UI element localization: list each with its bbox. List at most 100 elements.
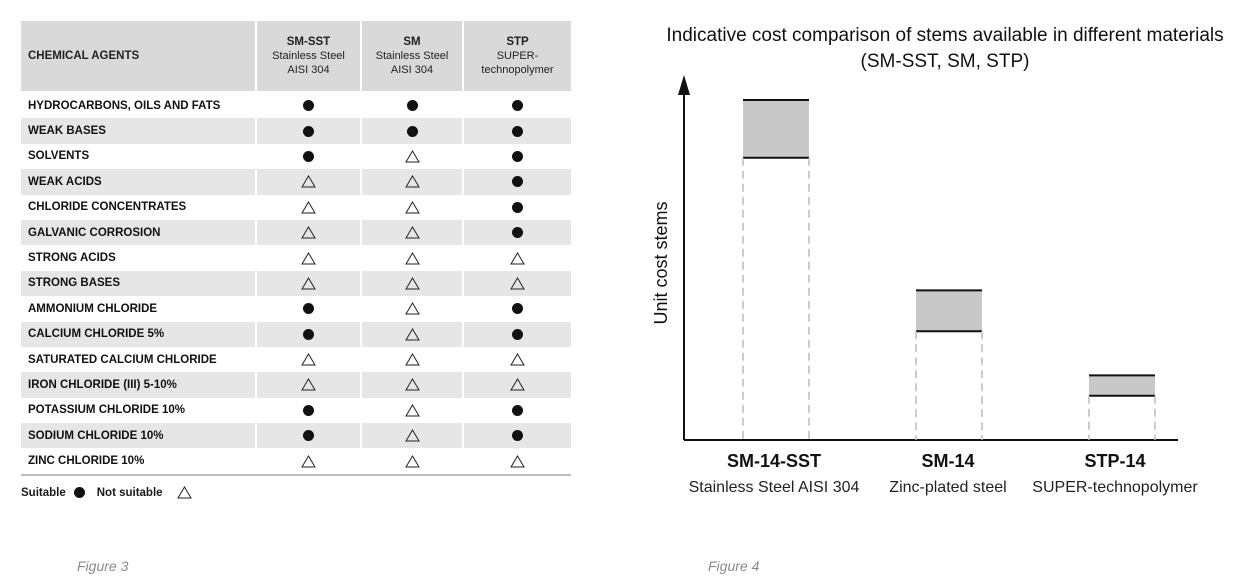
table-header-row: CHEMICAL AGENTS SM-SST Stainless Steel A… [21, 21, 571, 93]
resistance-cell [360, 296, 463, 322]
category-material-label: Stainless Steel AISI 304 [689, 479, 860, 496]
table-row: AMMONIUM CHLORIDE [21, 296, 571, 322]
resistance-cell [360, 448, 463, 476]
chemical-agent-cell: POTASSIUM CHLORIDE 10% [28, 404, 185, 417]
table-row: POTASSIUM CHLORIDE 10% [21, 397, 571, 424]
not-suitable-triangle-icon [510, 276, 525, 290]
resistance-cell [360, 219, 463, 246]
chemical-agent-cell: ZINC CHLORIDE 10% [21, 448, 256, 476]
table-row: HYDROCARBONS, OILS AND FATS [21, 92, 571, 119]
header-col-sm: SM Stainless Steel AISI 304 [360, 21, 463, 93]
table-row: STRONG BASES [21, 270, 571, 297]
resistance-cell [360, 372, 463, 398]
chemical-agent-cell: WEAK BASES [21, 118, 256, 144]
resistance-cell [255, 296, 361, 322]
suitable-dot-icon [303, 430, 314, 442]
cost-range-bar [743, 100, 809, 158]
resistance-cell [255, 169, 361, 195]
chemical-agent-cell: WEAK ACIDS [21, 169, 256, 195]
header-line2: AISI 304 [390, 64, 434, 76]
suitable-dot-icon [406, 125, 418, 137]
cost-comparison-chart: Indicative cost comparison of stems avai… [651, 25, 1224, 496]
resistance-cell [360, 346, 463, 373]
header-line1: Stainless Steel [272, 50, 345, 62]
chemical-agent-cell: CHLORIDE CONCENTRATES [28, 201, 187, 214]
resistance-cell [462, 118, 571, 144]
suitable-dot-icon [512, 150, 523, 162]
table-row: SOLVENTS [21, 143, 571, 170]
not-suitable-triangle-icon [404, 403, 420, 417]
suitable-dot-icon [406, 100, 418, 112]
resistance-cell [462, 448, 571, 476]
table-legend: Suitable Not suitable [21, 486, 192, 499]
resistance-cell [462, 194, 571, 220]
not-suitable-triangle-icon [301, 200, 316, 214]
not-suitable-triangle-icon [510, 251, 525, 265]
header-col-sm-sst: SM-SST Stainless Steel AISI 304 [255, 21, 361, 93]
table-row: WEAK BASES [21, 118, 571, 144]
header-code: SM-SST [286, 36, 331, 48]
category-material-label: SUPER-technopolymer [1032, 479, 1198, 496]
not-suitable-triangle-icon [404, 378, 420, 391]
chemical-agent-cell: CALCIUM CHLORIDE 5% [21, 321, 256, 347]
resistance-cell [360, 169, 463, 195]
suitable-dot-icon [512, 100, 523, 112]
resistance-cell [462, 219, 571, 246]
table-row: SATURATED CALCIUM CHLORIDE [21, 346, 571, 373]
resistance-cell [462, 92, 571, 119]
header-line2: AISI 304 [287, 64, 330, 76]
suitable-dot-icon [512, 303, 523, 315]
resistance-cell [462, 346, 571, 373]
suitable-dot-icon [512, 201, 523, 213]
resistance-cell [255, 92, 361, 119]
resistance-cell [360, 143, 463, 170]
resistance-cell [462, 296, 571, 322]
resistance-cell [255, 372, 361, 398]
header-code: STP [506, 36, 529, 48]
not-suitable-triangle-icon [301, 251, 316, 265]
resistance-cell [255, 346, 361, 373]
category-code-label: SM-14-SST [727, 451, 821, 471]
not-suitable-triangle-icon [404, 200, 420, 214]
resistance-cell [255, 245, 361, 271]
legend-suitable-label: Suitable [21, 486, 66, 499]
not-suitable-triangle-icon [404, 276, 420, 290]
not-suitable-triangle-icon [301, 175, 316, 188]
not-suitable-triangle-icon [510, 378, 525, 391]
resistance-cell [360, 321, 463, 347]
header-line2: technopolymer [481, 64, 554, 76]
resistance-cell [462, 372, 571, 398]
not-suitable-triangle-icon [404, 353, 420, 366]
resistance-cell [255, 194, 361, 220]
resistance-cell [462, 245, 571, 271]
table-row: GALVANIC CORROSION [21, 219, 571, 246]
category-code-label: STP-14 [1084, 451, 1145, 471]
table-row: ZINC CHLORIDE 10% [21, 448, 571, 476]
y-axis-arrow [678, 75, 690, 95]
chemical-agent-cell: IRON CHLORIDE (III) 5-10% [21, 372, 256, 398]
legend-not-suitable-label: Not suitable [96, 486, 163, 499]
not-suitable-triangle-icon [404, 175, 420, 188]
header-line1: SUPER- [496, 50, 539, 62]
resistance-cell [255, 270, 361, 297]
suitable-dot-icon [303, 100, 314, 112]
not-suitable-triangle-icon [301, 353, 316, 366]
resistance-cell [360, 118, 463, 144]
resistance-cell [462, 270, 571, 297]
not-suitable-triangle-icon [404, 454, 420, 468]
header-line1: Stainless Steel [375, 50, 449, 62]
not-suitable-triangle-icon [176, 486, 192, 499]
not-suitable-triangle-icon [301, 378, 316, 391]
suitable-dot-icon [303, 303, 314, 315]
not-suitable-triangle-icon [404, 149, 420, 163]
resistance-cell [360, 245, 463, 271]
table-row: CALCIUM CHLORIDE 5% [21, 321, 571, 347]
resistance-cell [255, 143, 361, 170]
suitable-dot-icon [303, 328, 314, 340]
chart-subtitle: (SM-SST, SM, STP) [861, 51, 1030, 72]
resistance-cell [462, 143, 571, 170]
table-row: CHLORIDE CONCENTRATES [21, 194, 571, 220]
table-row: STRONG ACIDS [21, 245, 571, 271]
suitable-dot-icon [512, 404, 523, 416]
suitable-dot-icon [512, 176, 523, 188]
